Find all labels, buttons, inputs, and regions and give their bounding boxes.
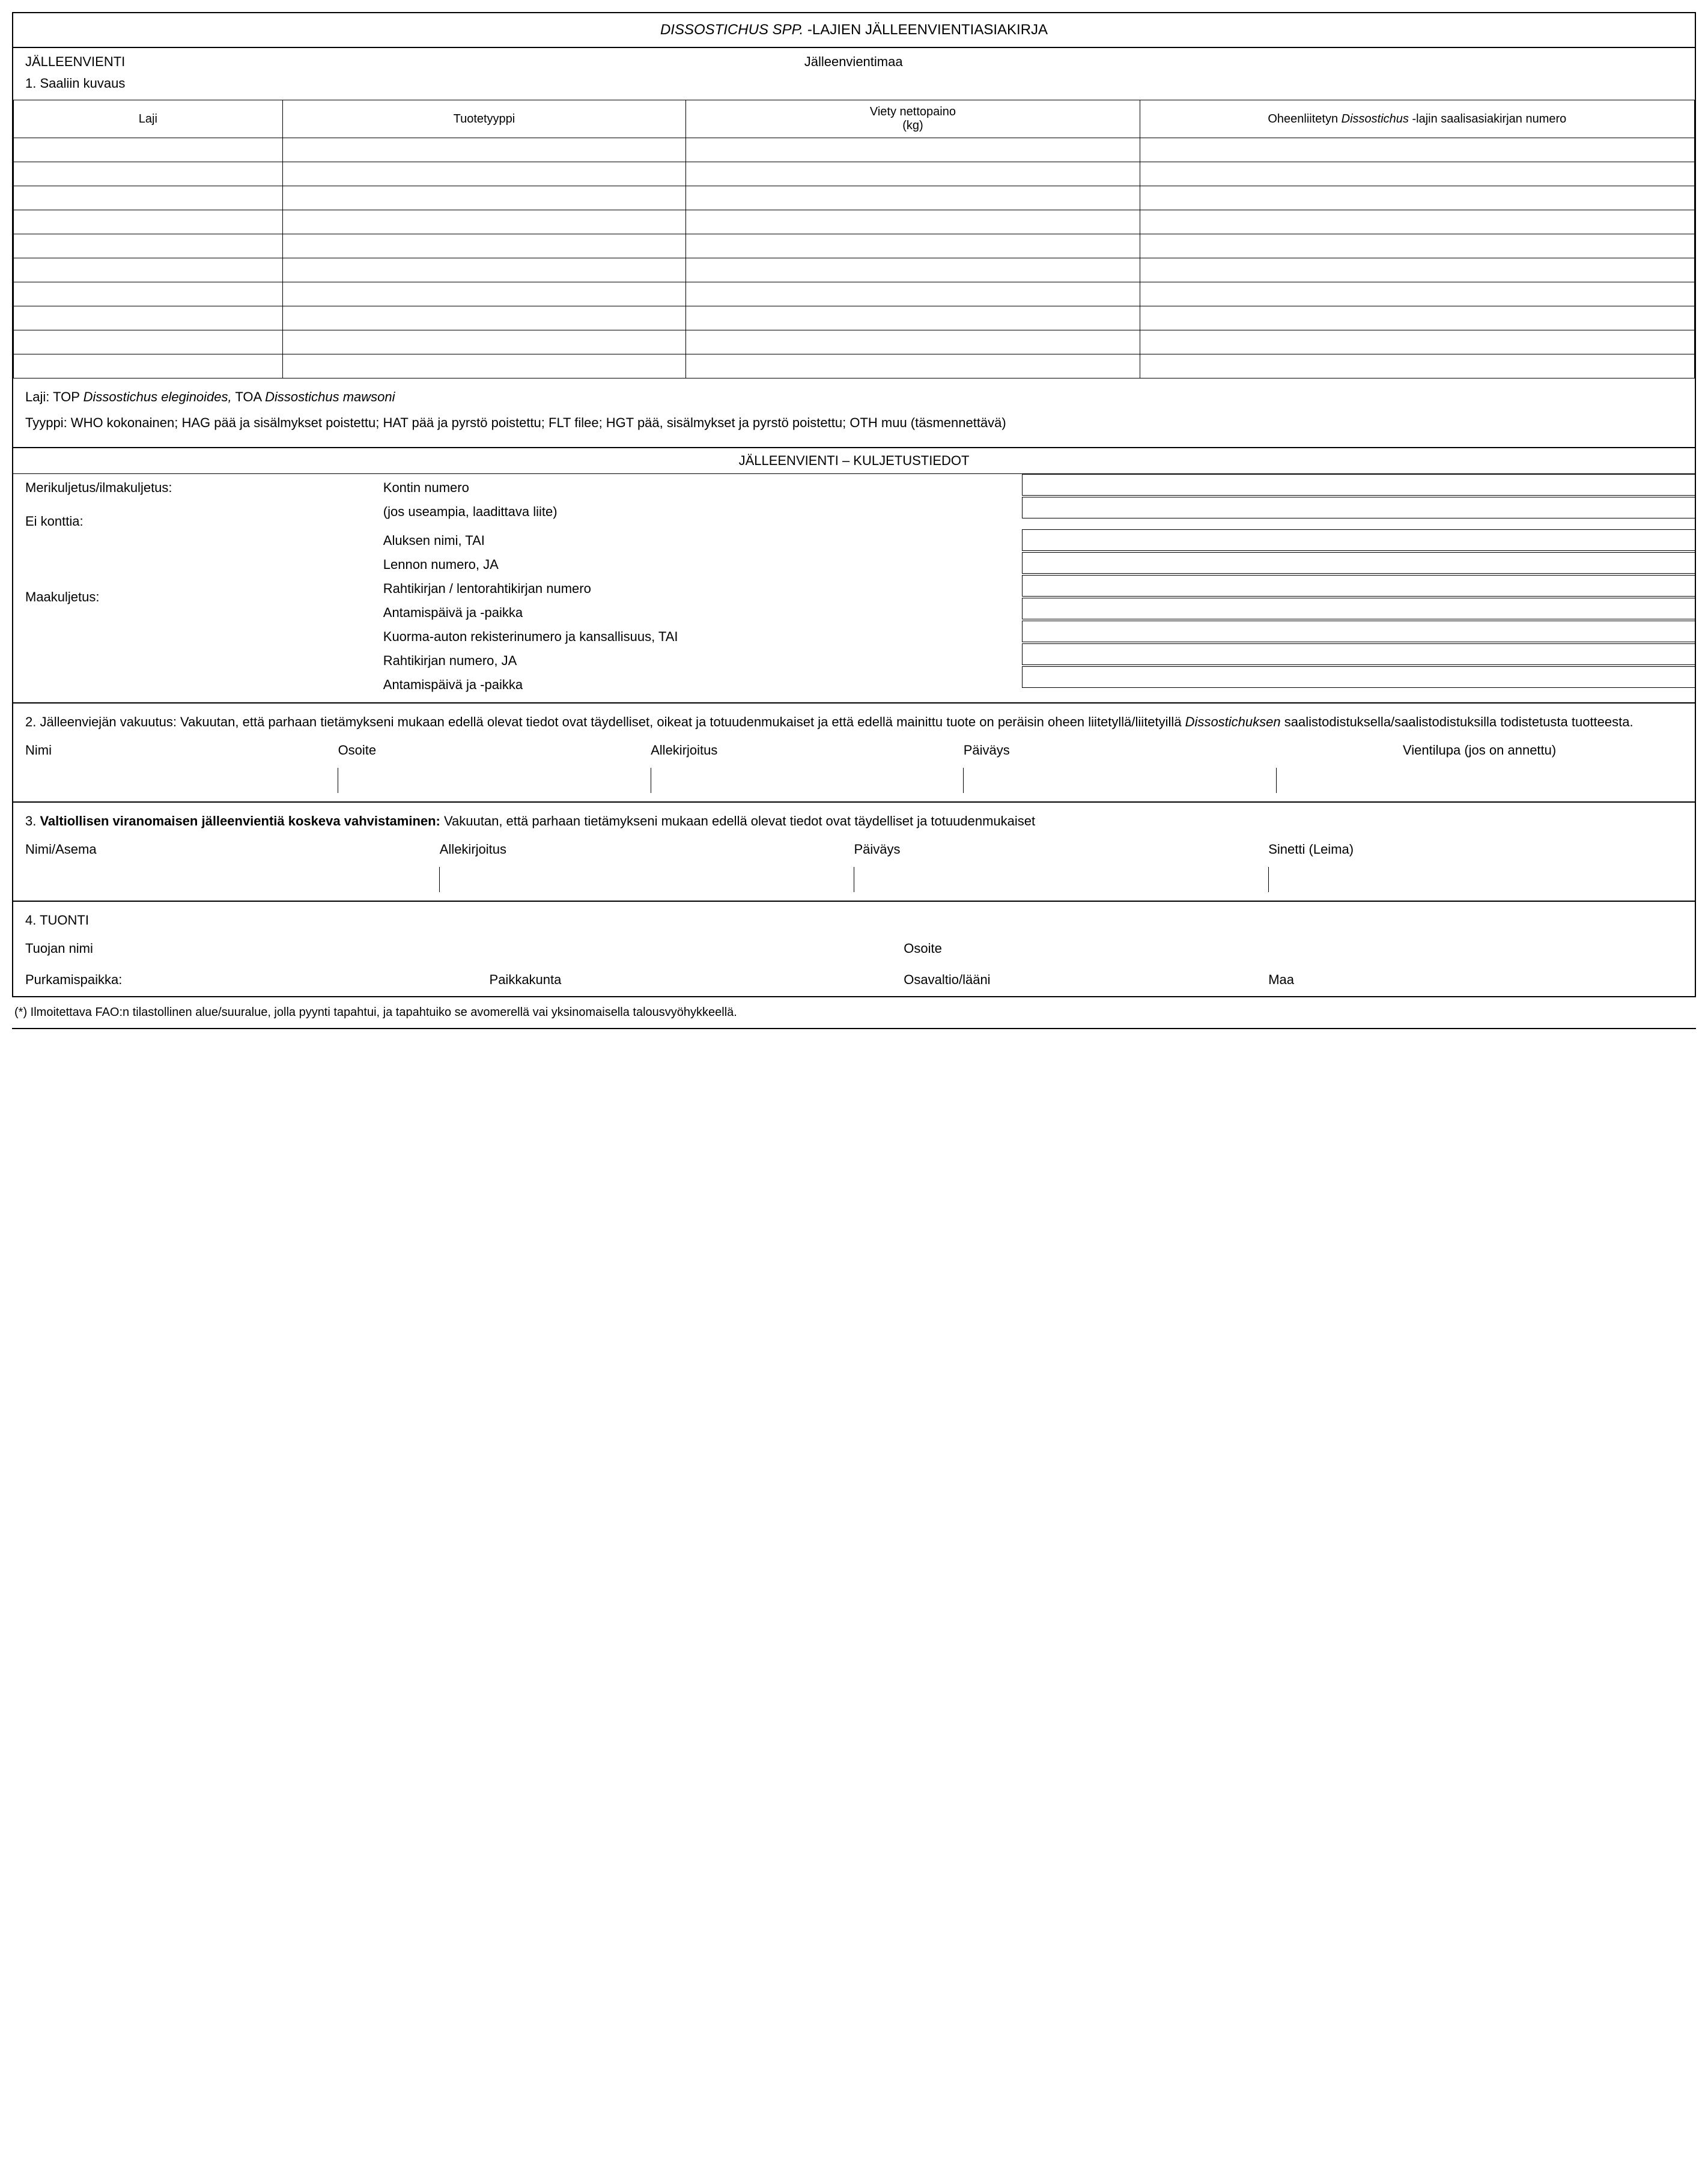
transport-mid: Kontin numero (jos useampia, laadittava … xyxy=(383,474,1023,702)
th-product-type: Tuotetyyppi xyxy=(282,100,686,138)
header-left: JÄLLEENVIENTI xyxy=(25,54,804,70)
title-rest: -LAJIEN JÄLLEENVIENTIASIAKIRJA xyxy=(803,22,1048,38)
footnote: (*) Ilmoitettava FAO:n tilastollinen alu… xyxy=(12,997,1696,1029)
section2: 2. Jälleenviejän vakuutus: Vakuutan, ett… xyxy=(13,704,1695,803)
input-box[interactable] xyxy=(1022,621,1695,642)
date-input[interactable] xyxy=(854,867,1269,892)
seal-input[interactable] xyxy=(1269,867,1683,892)
signature-input[interactable] xyxy=(651,768,964,793)
section2-inputs xyxy=(25,768,1683,793)
input-box[interactable] xyxy=(1022,643,1695,665)
table-row[interactable] xyxy=(14,282,1695,306)
input-box[interactable] xyxy=(1022,666,1695,688)
catch-table: Laji Tuotetyyppi Viety nettopaino (kg) O… xyxy=(13,100,1695,378)
species-type-notes: Laji: TOP Dissostichus eleginoides, TOA … xyxy=(13,378,1695,448)
name-title-input[interactable] xyxy=(25,867,440,892)
section1-label: 1. Saaliin kuvaus xyxy=(13,70,1695,100)
table-row[interactable] xyxy=(14,354,1695,378)
header-right: Jälleenvientimaa xyxy=(804,54,1683,70)
signature-input[interactable] xyxy=(440,867,854,892)
table-row[interactable] xyxy=(14,258,1695,282)
table-row[interactable] xyxy=(14,186,1695,210)
table-row[interactable] xyxy=(14,138,1695,162)
title-italic: DISSOSTICHUS SPP. xyxy=(660,22,803,38)
table-row[interactable] xyxy=(14,210,1695,234)
form-title: DISSOSTICHUS SPP. -LAJIEN JÄLLEENVIENTIA… xyxy=(13,13,1695,48)
document-form: DISSOSTICHUS SPP. -LAJIEN JÄLLEENVIENTIA… xyxy=(12,12,1696,997)
license-input[interactable] xyxy=(1277,768,1683,793)
table-row[interactable] xyxy=(14,234,1695,258)
th-species: Laji xyxy=(14,100,283,138)
name-input[interactable] xyxy=(25,768,338,793)
input-box[interactable] xyxy=(1022,552,1695,574)
th-doc-number: Oheenliitetyn Dissostichus -lajin saalis… xyxy=(1140,100,1694,138)
table-row[interactable] xyxy=(14,162,1695,186)
date-input[interactable] xyxy=(964,768,1277,793)
th-weight: Viety nettopaino (kg) xyxy=(686,100,1140,138)
input-box[interactable] xyxy=(1022,575,1695,597)
input-box[interactable] xyxy=(1022,474,1695,496)
section3-labels: Nimi/Asema Allekirjoitus Päiväys Sinetti… xyxy=(25,842,1683,862)
header-row: JÄLLEENVIENTI Jälleenvientimaa xyxy=(13,48,1695,70)
section2-labels: Nimi Osoite Allekirjoitus Päiväys Vienti… xyxy=(25,743,1683,763)
transport-left: Merikuljetus/ilmakuljetus: Ei konttia: M… xyxy=(13,474,383,702)
table-row[interactable] xyxy=(14,306,1695,330)
section4: 4. TUONTI Tuojan nimi Osoite Purkamispai… xyxy=(13,902,1695,997)
input-box[interactable] xyxy=(1022,529,1695,551)
table-row[interactable] xyxy=(14,330,1695,354)
transport-section: Merikuljetus/ilmakuljetus: Ei konttia: M… xyxy=(13,474,1695,704)
section3-inputs xyxy=(25,867,1683,892)
input-box[interactable] xyxy=(1022,497,1695,518)
address-input[interactable] xyxy=(338,768,651,793)
input-box[interactable] xyxy=(1022,598,1695,619)
transport-right xyxy=(1022,474,1695,702)
transport-title: JÄLLEENVIENTI – KULJETUSTIEDOT xyxy=(13,448,1695,474)
section3: 3. Valtiollisen viranomaisen jälleenvien… xyxy=(13,803,1695,902)
